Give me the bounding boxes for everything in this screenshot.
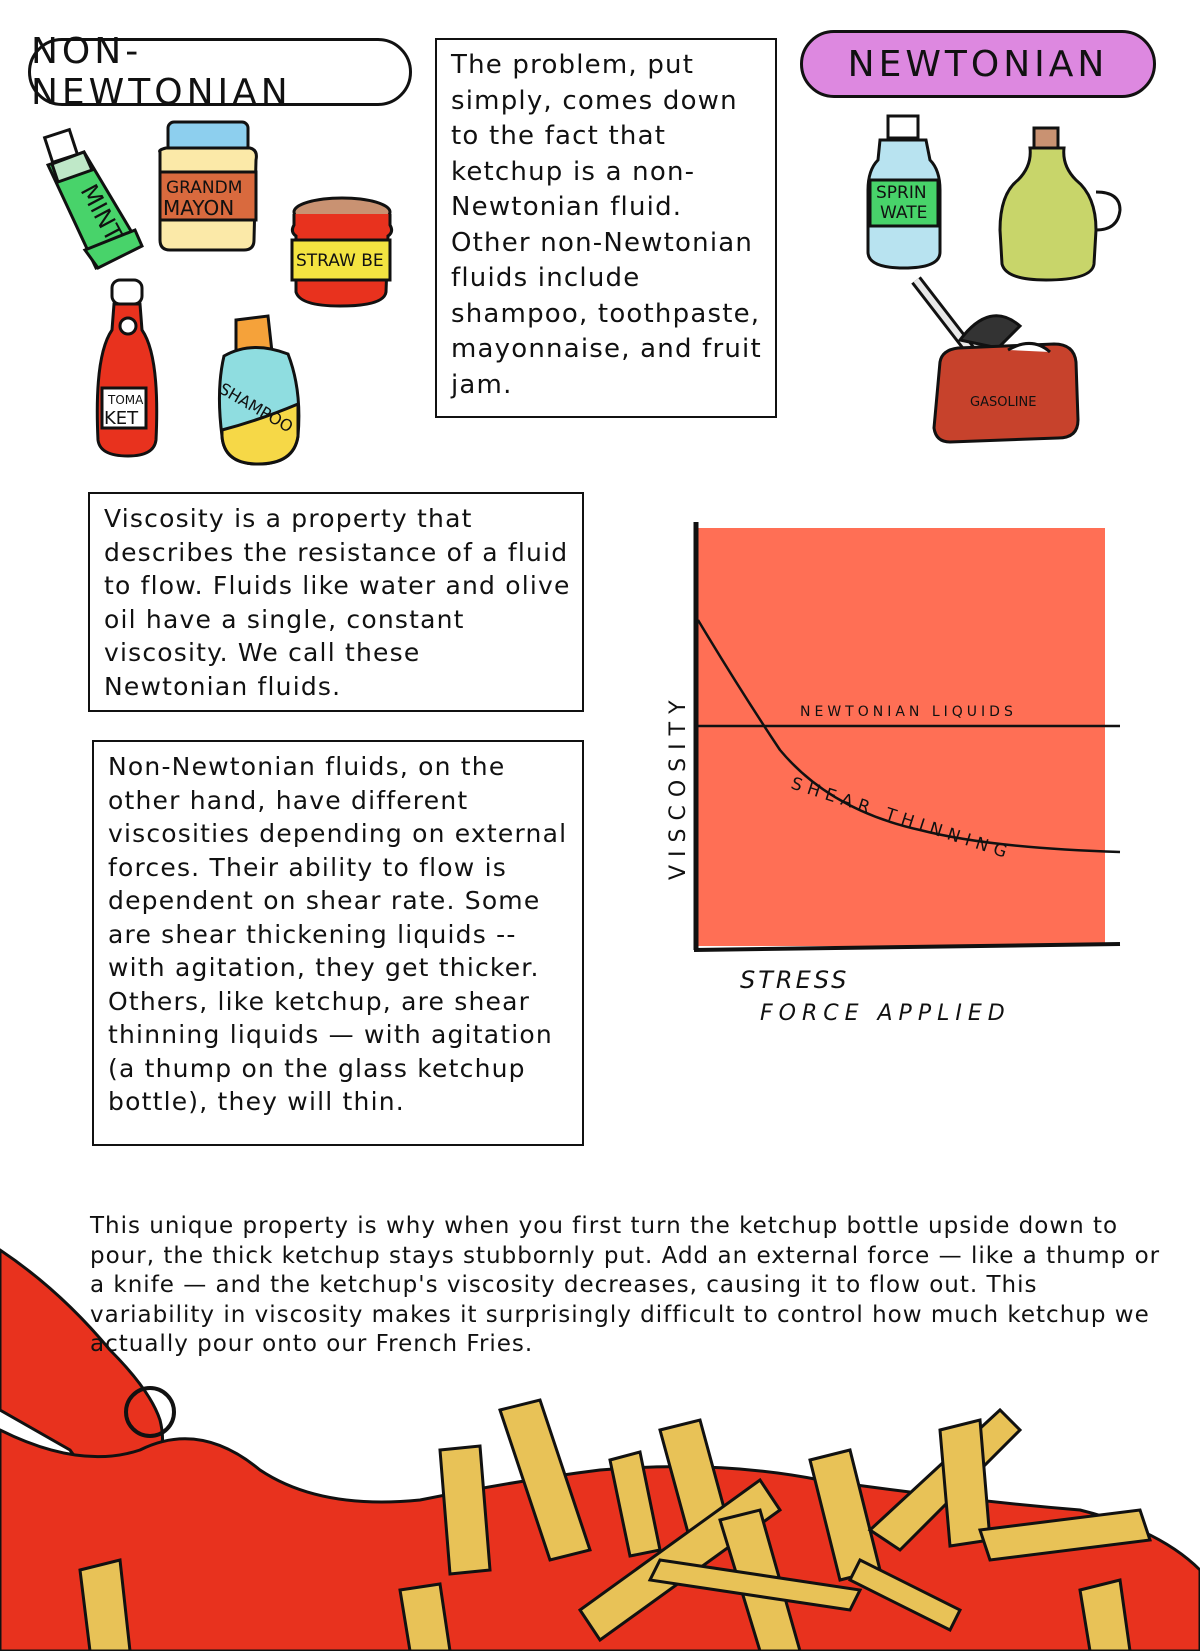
gasoline-can — [911, 276, 1080, 444]
intro-text-box: The problem, put simply, comes down to t… — [435, 38, 777, 418]
jam-label: STRAW BE — [296, 251, 384, 271]
water-bottle — [866, 114, 942, 270]
water-label-line1: SPRIN — [876, 183, 927, 203]
y-axis-label: VISCOSITY — [666, 692, 691, 880]
ketchup-label-line1: TOMA — [107, 393, 144, 407]
viscosity-text-box: Viscosity is a property that describes t… — [88, 492, 584, 712]
non-newtonian-label: NON- NEWTONIAN — [28, 31, 412, 113]
bottom-paragraph: This unique property is why when you fir… — [90, 1213, 1161, 1357]
non-newtonian-products-illustration: MINT GRANDM MAYON STRAW BE TOMA KET SHAM… — [42, 120, 394, 466]
series-shear-thinning-curve — [696, 619, 1121, 854]
olive-oil-jug — [998, 126, 1122, 282]
toothpaste-tube — [42, 127, 144, 271]
mayonnaise-jar — [158, 120, 258, 252]
series-label-newtonian: NEWTONIAN LIQUIDS — [800, 704, 1017, 720]
newtonian-label: NEWTONIAN — [800, 30, 1156, 98]
mayo-label-line1: GRANDM — [166, 178, 242, 198]
ketchup-bottle-small — [95, 278, 159, 458]
water-label-line2: WATE — [880, 203, 927, 223]
mayo-label-line2: MAYON — [163, 196, 234, 220]
shampoo-bottle — [217, 314, 301, 466]
x-axis-sublabel: FORCE APPLIED — [760, 1001, 1011, 1026]
jam-jar — [290, 196, 394, 308]
non-newtonian-text-box: Non-Newtonian fluids, on the other hand,… — [92, 740, 584, 1146]
newtonian-products-illustration: SPRIN WATE GASOLINE — [866, 114, 1122, 444]
french-fries — [78, 1398, 1153, 1651]
ketchup-label-line2: KET — [104, 408, 139, 429]
ketchup-fries-illustration — [0, 1248, 1200, 1651]
gasoline-label: GASOLINE — [970, 395, 1036, 410]
chart-background — [695, 528, 1105, 946]
x-axis-label: STRESS — [740, 966, 849, 994]
x-axis — [693, 942, 1121, 952]
viscosity-chart: NEWTONIAN LIQUIDS SHEAR THINNING VISCOSI… — [666, 522, 1121, 1026]
